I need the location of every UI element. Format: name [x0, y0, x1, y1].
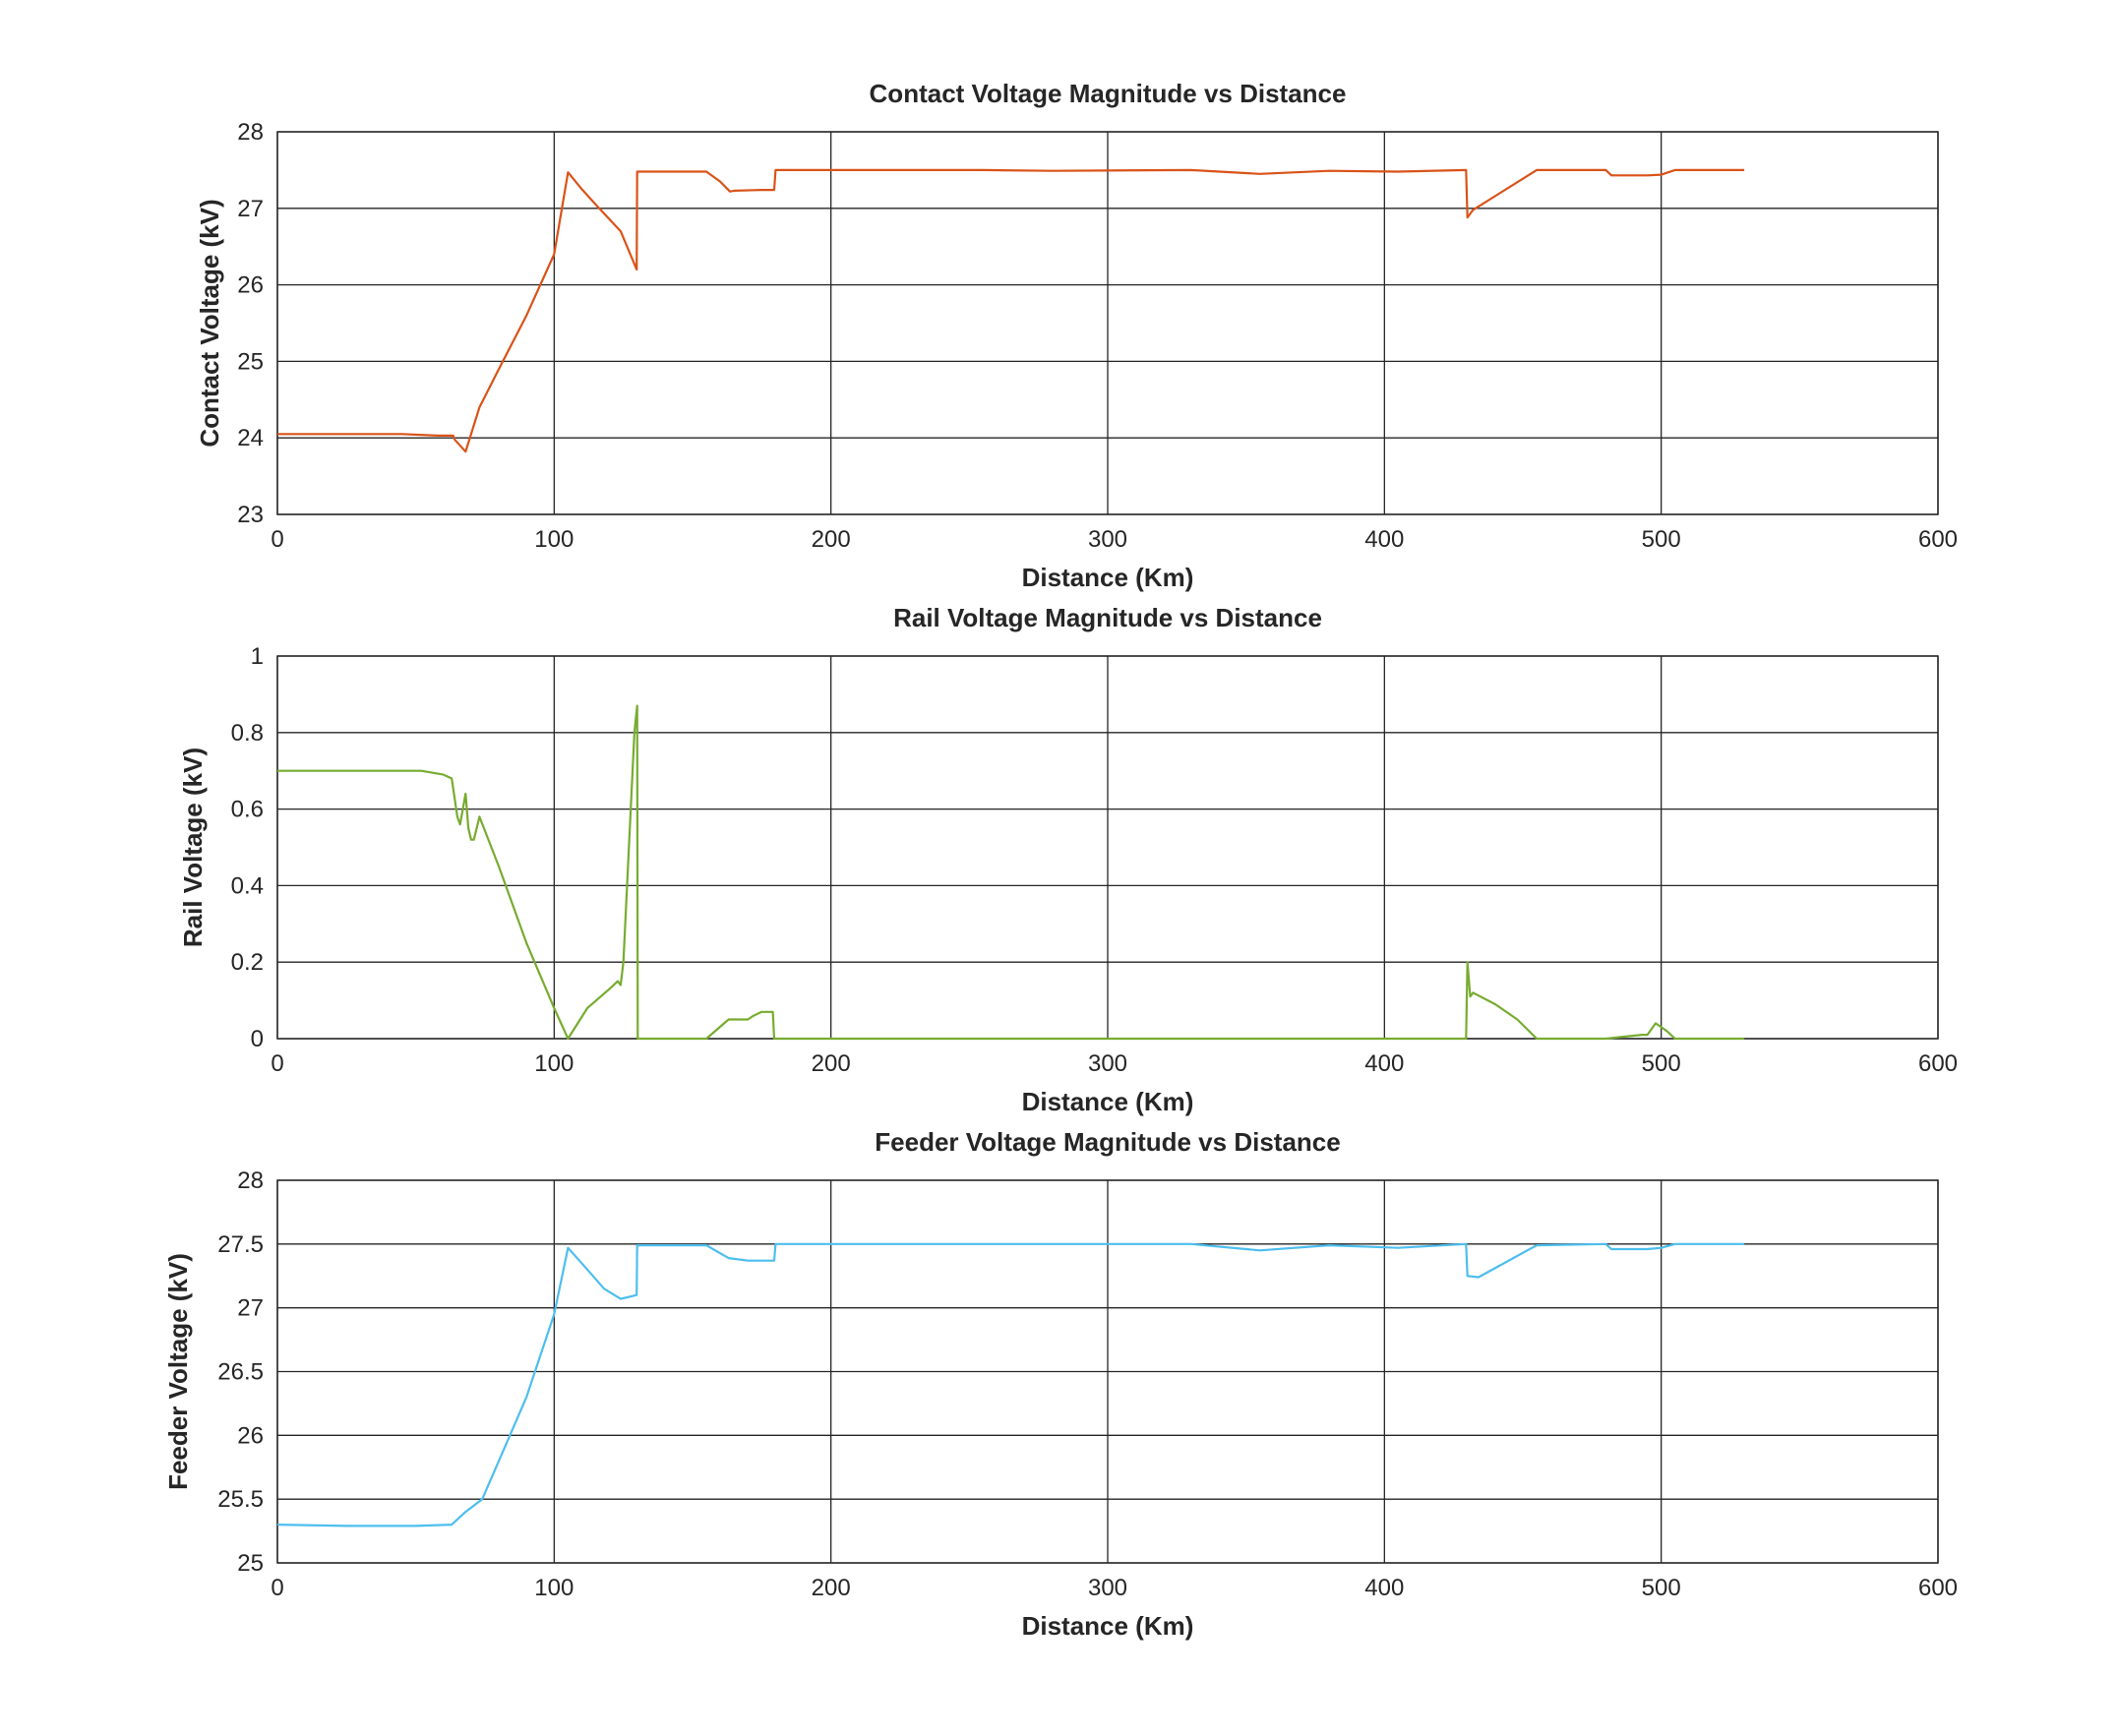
chart-2-x-tick-label: 0 [271, 1575, 283, 1601]
chart-1-x-tick-label: 200 [812, 1050, 851, 1077]
chart-2-x-tick-label: 500 [1642, 1575, 1681, 1601]
chart-0-y-tick-label: 24 [237, 425, 264, 451]
chart-1-y-tick-label: 0 [251, 1026, 264, 1052]
chart-2-y-tick-label: 26.5 [217, 1359, 264, 1386]
chart-0-y-tick-label: 26 [237, 272, 264, 299]
chart-2-title: Feeder Voltage Magnitude vs Distance [875, 1127, 1340, 1157]
chart-1-x-tick-label: 100 [534, 1050, 574, 1077]
chart-2-y-tick-label: 27.5 [217, 1231, 264, 1258]
chart-2-x-axis-label: Distance (Km) [1022, 1611, 1194, 1641]
chart-0-axes-frame [276, 131, 1939, 515]
chart-2-x-tick-label: 200 [812, 1575, 851, 1601]
chart-2-y-axis-label: Feeder Voltage (kV) [163, 1253, 193, 1490]
chart-2-y-tick-label: 25.5 [217, 1486, 264, 1513]
chart-0-y-tick-label: 28 [237, 119, 264, 146]
chart-1-x-tick-label: 300 [1088, 1050, 1127, 1077]
chart-0-y-tick-label: 25 [237, 348, 264, 375]
chart-0-title: Contact Voltage Magnitude vs Distance [870, 79, 1347, 108]
chart-1-x-tick-label: 600 [1918, 1050, 1958, 1077]
chart-0-x-tick-label: 100 [534, 526, 574, 553]
chart-0-x-tick-label: 0 [271, 526, 283, 553]
chart-2-x-tick-label: 600 [1918, 1575, 1958, 1601]
chart-1-x-tick-label: 500 [1642, 1050, 1681, 1077]
chart-0-contact-panel: 0 100 200 300 400 500 600 23 24 25 26 27 28 Contact V… [195, 79, 1958, 592]
chart-1-y-tick-label: 0.4 [231, 872, 264, 899]
chart-2-series-line [276, 1242, 1745, 1527]
chart-2-x-tick-label: 400 [1364, 1575, 1404, 1601]
chart-0-x-tick-label: 400 [1364, 526, 1404, 553]
chart-1-y-axis-label: Rail Voltage (kV) [178, 748, 208, 947]
chart-1-x-axis-label: Distance (Km) [1022, 1087, 1194, 1116]
chart-1-y-tick-label: 0.8 [231, 720, 264, 747]
chart-0-y-axis-label: Contact Voltage (kV) [195, 199, 224, 447]
chart-1-y-tick-label: 1 [251, 643, 264, 670]
chart-1-y-tick-label: 0.6 [231, 797, 264, 823]
chart-0-x-tick-label: 500 [1642, 526, 1681, 553]
chart-0-y-tick-label: 27 [237, 196, 264, 222]
chart-2-y-tick-label: 28 [237, 1167, 264, 1194]
chart-1-x-tick-label: 400 [1364, 1050, 1404, 1077]
chart-2-y-tick-label: 27 [237, 1295, 264, 1322]
chart-1-title: Rail Voltage Magnitude vs Distance [893, 603, 1322, 632]
chart-0-x-axis-label: Distance (Km) [1022, 563, 1194, 592]
chart-0-y-tick-label: 23 [237, 502, 264, 528]
chart-2-feeder-panel: 0 100 200 300 400 500 600 25 25.5 26 26.5 27 27.5 28 F… [163, 1127, 1958, 1641]
chart-0-x-tick-label: 200 [812, 526, 851, 553]
chart-1-series-line [277, 704, 1745, 1041]
chart-1-y-tick-label: 0.2 [231, 949, 264, 976]
chart-1-x-tick-label: 0 [271, 1050, 283, 1077]
chart-0-x-tick-label: 600 [1918, 526, 1958, 553]
chart-0-series-line [277, 168, 1745, 453]
chart-1-rail-panel: 0 100 200 300 400 500 600 0 0.2 0.4 0.6 0.8 1 Rail Vo… [178, 603, 1958, 1116]
chart-2-y-tick-label: 25 [237, 1550, 264, 1577]
chart-2-x-tick-label: 100 [534, 1575, 574, 1601]
chart-0-x-tick-label: 300 [1088, 526, 1127, 553]
chart-2-x-tick-label: 300 [1088, 1575, 1127, 1601]
chart-2-y-tick-label: 26 [237, 1422, 264, 1449]
chart-2-axes-frame [276, 1179, 1939, 1564]
